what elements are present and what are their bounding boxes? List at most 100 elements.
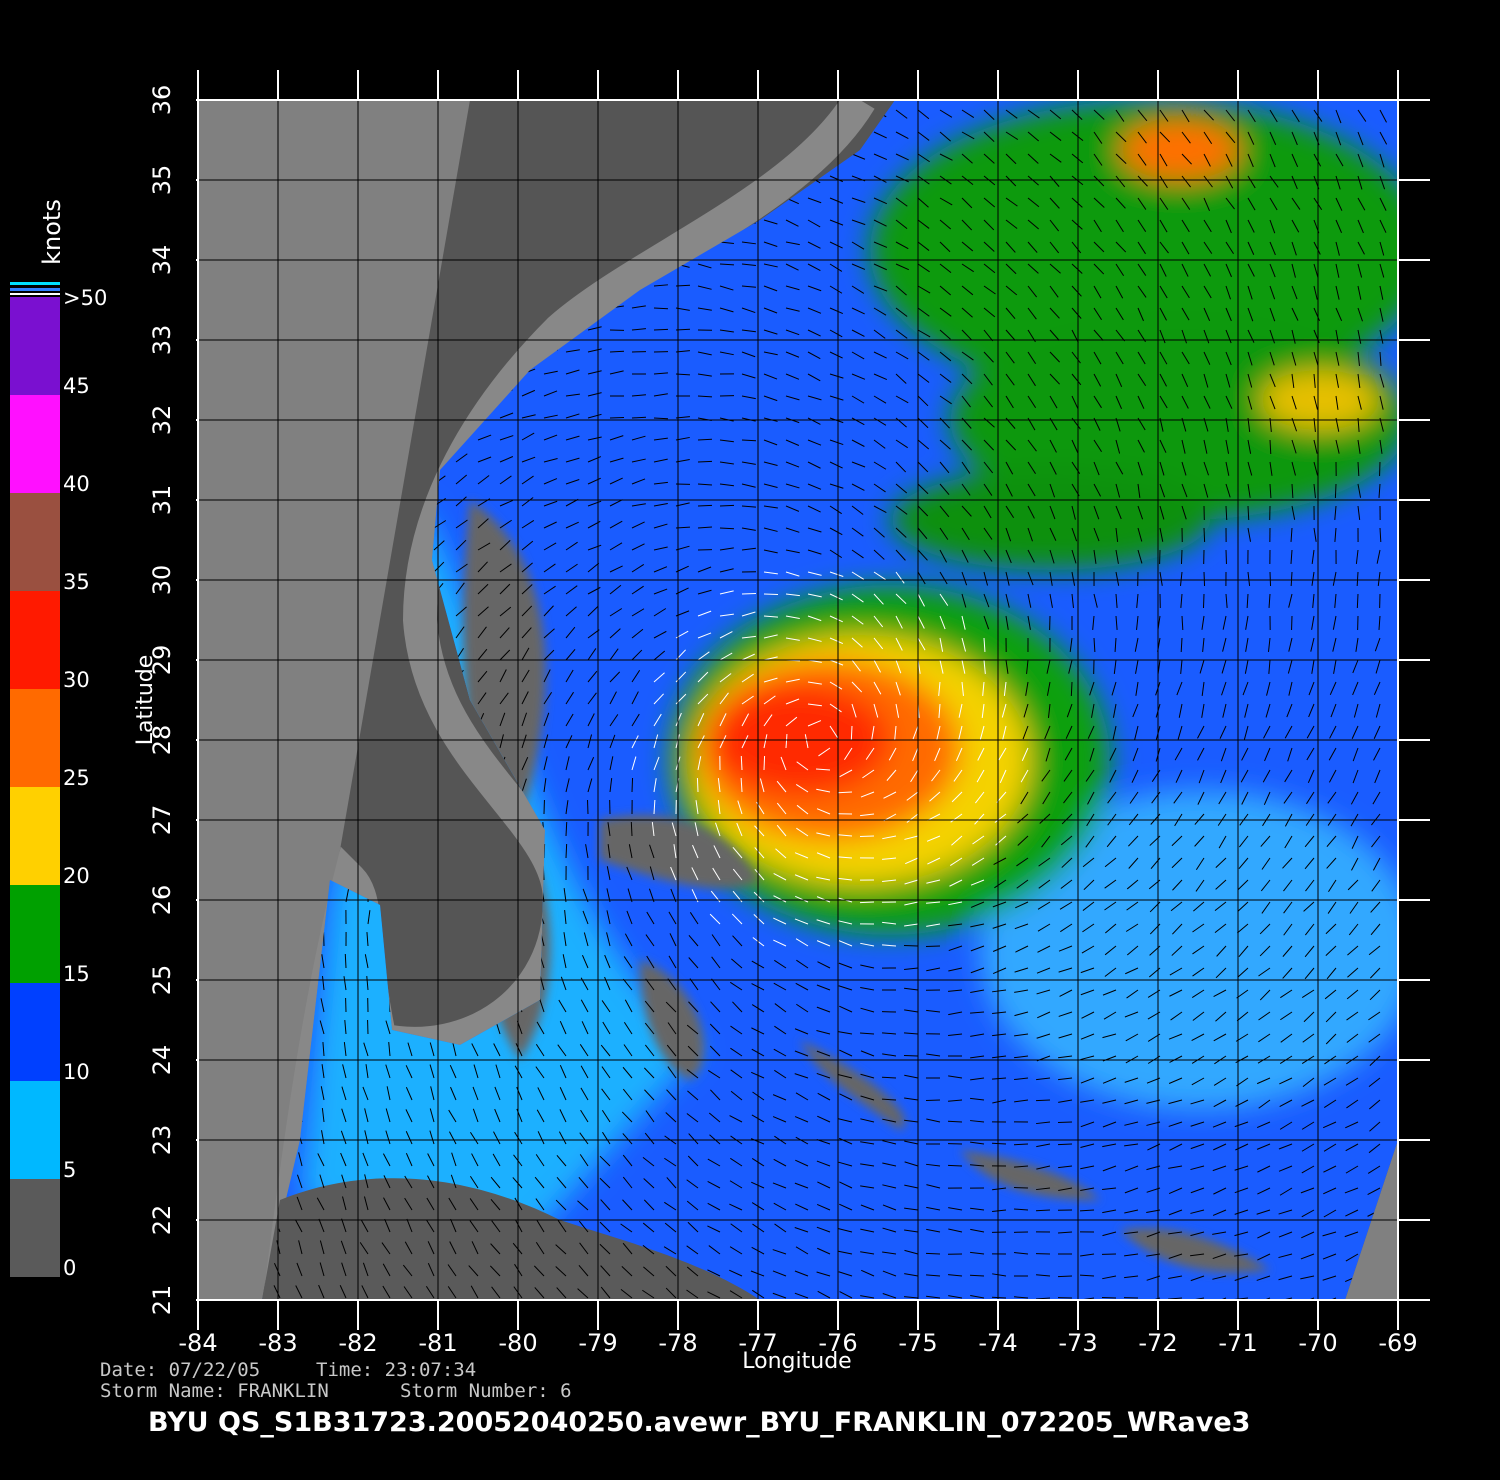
wind-barb	[578, 1220, 589, 1233]
wind-barb	[1036, 1121, 1051, 1125]
wind-barb	[621, 1266, 633, 1277]
wind-barb	[796, 959, 809, 969]
wind-barb	[1022, 725, 1029, 740]
wind-barb	[582, 910, 589, 925]
wind-barb	[904, 1161, 919, 1167]
wind-barb	[1126, 901, 1139, 911]
wind-barb	[983, 483, 993, 496]
x-tick-label: -83	[258, 1329, 297, 1357]
wind-barb	[1058, 1099, 1073, 1103]
wind-barb	[477, 518, 489, 529]
wind-barb	[565, 713, 574, 727]
wind-barb	[961, 659, 966, 674]
wind-barb	[1379, 285, 1384, 300]
wind-barb	[1244, 703, 1249, 718]
wind-barb	[364, 954, 369, 969]
wind-barb	[1170, 1011, 1183, 1021]
wind-barb	[1202, 637, 1205, 652]
wind-barb	[296, 1262, 303, 1277]
wind-barb	[447, 1286, 457, 1299]
wind-barb	[860, 1228, 875, 1233]
wind-barb	[939, 197, 953, 206]
wind-barb	[1357, 461, 1360, 477]
wind-barb	[622, 1242, 633, 1255]
wind-barb	[671, 822, 677, 837]
wind-barb	[1126, 989, 1139, 999]
wind-barb	[366, 932, 369, 947]
wind-barb	[1005, 175, 1017, 187]
wind-barb	[882, 1184, 897, 1189]
wind-barb	[983, 241, 995, 252]
wind-barb	[535, 1242, 545, 1255]
wind-barb	[1049, 373, 1060, 385]
wind-barb	[1159, 131, 1171, 143]
wind-barb	[539, 998, 545, 1013]
wind-barb	[772, 1270, 787, 1277]
wind-barb	[1371, 835, 1381, 848]
wind-barb	[342, 1196, 347, 1211]
wind-barb	[404, 1175, 413, 1189]
wind-barb	[1005, 329, 1016, 341]
wind-barb	[719, 735, 727, 749]
wind-barb	[1093, 527, 1100, 542]
wind-barb	[794, 1116, 809, 1123]
wind-barb	[707, 1225, 721, 1233]
wind-barb	[697, 671, 709, 683]
wind-barb	[851, 461, 866, 468]
wind-barb	[543, 458, 558, 463]
y-tick-label: 22	[148, 1205, 176, 1236]
wind-barb	[917, 505, 929, 517]
wind-barb	[1352, 681, 1359, 696]
wind-barb	[1002, 725, 1007, 740]
colorbar-tick-label: 35	[63, 570, 90, 594]
wind-barb	[1245, 637, 1249, 652]
wind-barb	[894, 725, 897, 740]
wind-barb	[955, 747, 963, 762]
wind-barb	[961, 197, 973, 209]
wind-barb	[1269, 263, 1276, 278]
wind-barb	[1291, 263, 1296, 278]
wind-barb	[1197, 791, 1205, 805]
wind-barb	[1005, 263, 1017, 275]
wind-barb	[1325, 945, 1337, 956]
wind-barb	[917, 197, 929, 208]
wind-barb	[1370, 901, 1381, 913]
wind-barb	[1015, 945, 1029, 953]
wind-barb	[1005, 593, 1010, 608]
wind-barb	[895, 461, 907, 473]
wind-barb	[366, 976, 369, 991]
wind-barb	[961, 219, 973, 231]
wind-barb	[807, 197, 822, 204]
wind-barb	[807, 549, 822, 555]
wind-barb	[580, 1087, 589, 1101]
wind-barb	[653, 650, 666, 661]
wind-barb	[1159, 571, 1163, 586]
wind-barb	[1215, 879, 1227, 890]
wind-barb	[600, 1199, 611, 1211]
wind-barb	[273, 1262, 281, 1277]
wind-barb	[939, 659, 944, 674]
wind-barb	[1082, 857, 1095, 868]
wind-barb	[707, 1070, 721, 1079]
wind-barb	[785, 527, 800, 533]
wind-barb	[851, 241, 865, 250]
wind-barb	[1212, 1253, 1227, 1260]
wind-barb	[560, 976, 567, 991]
wind-barb	[983, 615, 990, 630]
wind-barb	[1214, 923, 1227, 934]
wind-barb	[948, 989, 963, 992]
wind-barb	[763, 571, 778, 575]
wind-barb	[1137, 439, 1145, 453]
wind-barb	[1300, 1253, 1315, 1260]
wind-barb	[741, 285, 756, 288]
wind-barb	[829, 527, 843, 536]
wind-barb	[1071, 109, 1083, 120]
wind-barb	[626, 866, 633, 881]
wind-barb	[774, 1223, 787, 1233]
colorbar-band	[10, 493, 60, 591]
wind-barb	[667, 1066, 677, 1079]
wind-barb	[1247, 219, 1255, 233]
wind-barb	[1102, 1209, 1117, 1214]
wind-barb	[631, 713, 640, 727]
